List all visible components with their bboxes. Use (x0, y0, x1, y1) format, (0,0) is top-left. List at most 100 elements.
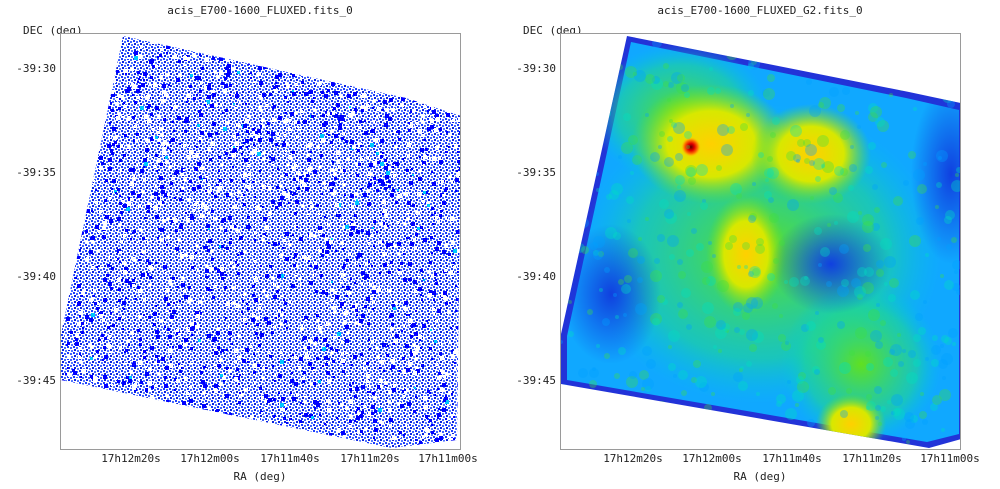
right-texture-blob (756, 392, 760, 396)
left-speckle (324, 94, 328, 98)
left-speckle (232, 286, 236, 290)
left-speckle (435, 279, 437, 281)
left-speckle (259, 95, 263, 99)
left-speckle (285, 142, 289, 146)
left-speckle (91, 210, 93, 212)
left-speckle (404, 63, 408, 67)
right-texture-blob (702, 199, 706, 203)
left-speckle (221, 349, 224, 352)
left-speckle (402, 43, 404, 45)
left-speckle (344, 122, 346, 124)
right-texture-blob (866, 406, 870, 410)
left-speckle (85, 67, 88, 70)
right-image-plot[interactable] (560, 33, 961, 450)
left-speckle (392, 334, 394, 336)
left-speckle (308, 339, 312, 343)
left-speckle (388, 117, 392, 121)
right-texture-blob (568, 331, 574, 337)
left-speckle (272, 164, 274, 166)
left-speckle (149, 368, 152, 371)
left-speckle (397, 189, 399, 191)
left-speckle (398, 138, 401, 141)
left-speckle (150, 413, 152, 415)
right-texture-blob (733, 308, 741, 316)
left-speckle (402, 370, 406, 374)
left-speckle (225, 182, 227, 184)
left-speckle (348, 113, 352, 117)
left-speckle (149, 83, 151, 85)
left-speckle (236, 133, 239, 136)
left-speckle (172, 424, 176, 428)
left-speckle (325, 111, 327, 113)
left-speckle (278, 62, 280, 64)
left-speckle (234, 360, 237, 363)
left-speckle (406, 169, 409, 172)
left-speckle (278, 202, 282, 206)
left-speckle (312, 64, 316, 68)
left-speckle (72, 59, 74, 61)
left-speckle (230, 261, 233, 264)
right-texture-blob (898, 361, 904, 367)
left-speckle (230, 238, 232, 240)
left-speckle (137, 286, 140, 289)
left-speckle (287, 85, 290, 88)
left-speckle (274, 380, 276, 382)
left-speckle (378, 286, 380, 288)
left-speckle (409, 125, 412, 128)
right-texture-blob (684, 92, 690, 98)
left-speckle (459, 222, 460, 224)
left-speckle (405, 389, 408, 392)
left-speckle (293, 45, 296, 48)
left-speckle (179, 225, 183, 229)
left-speckle (318, 326, 322, 330)
left-speckle (310, 151, 312, 153)
left-speckle (300, 110, 303, 113)
left-speckle (341, 352, 344, 355)
left-speckle (325, 80, 328, 83)
left-speckle (357, 255, 360, 258)
left-speckle (187, 155, 191, 159)
left-speckle (66, 88, 70, 92)
left-speckle (61, 380, 65, 384)
left-speckle (435, 363, 438, 366)
left-speckle (378, 406, 380, 408)
right-texture-blob (715, 88, 721, 94)
left-speckle (439, 99, 442, 102)
right-texture-blob (919, 411, 927, 419)
left-speckle (257, 72, 261, 76)
left-speckle (324, 356, 328, 360)
left-speckle (417, 227, 420, 230)
left-speckle (418, 287, 422, 291)
left-speckle (79, 231, 83, 235)
left-image-plot[interactable] (60, 33, 461, 450)
left-speckle (324, 186, 327, 189)
left-speckle (455, 92, 459, 96)
left-speckle (450, 97, 452, 99)
left-speckle (383, 100, 387, 104)
left-speckle (344, 311, 348, 315)
left-speckle (188, 46, 192, 50)
left-speckle (265, 66, 267, 68)
left-speckle (420, 226, 423, 229)
left-speckle (415, 444, 417, 446)
right-texture-blob (702, 277, 710, 285)
left-speckle (233, 266, 235, 268)
left-speckle (338, 65, 341, 68)
right-texture-blob (756, 238, 764, 246)
left-speckle (92, 185, 94, 187)
left-speckle (308, 255, 311, 258)
left-speckle (224, 84, 228, 88)
left-speckle (356, 47, 358, 49)
left-speckle (214, 389, 218, 393)
right-texture-blob (767, 167, 779, 179)
left-speckle (73, 371, 77, 375)
right-texture-blob (642, 378, 654, 390)
left-speckle (145, 237, 147, 239)
left-speckle (230, 225, 234, 229)
left-speckle (207, 95, 211, 99)
left-speckle (157, 158, 161, 162)
left-speckle (233, 103, 235, 105)
left-speckle (146, 205, 150, 209)
left-speckle (71, 251, 73, 253)
left-speckle (371, 340, 374, 343)
